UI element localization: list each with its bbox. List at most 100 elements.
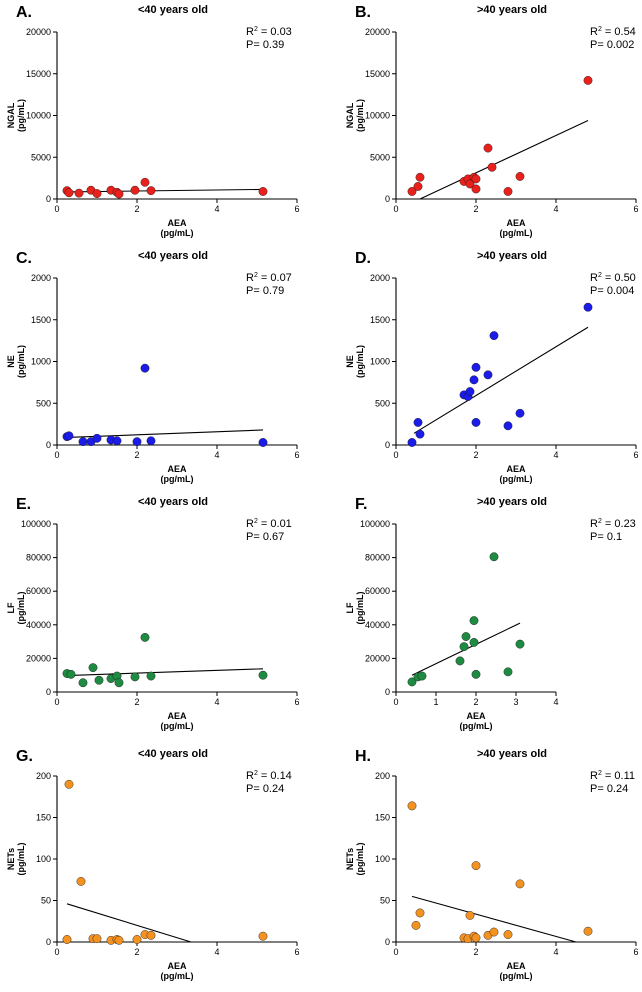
x-tick-label: 0 [54,947,59,957]
y-tick-label: 100 [375,854,390,864]
data-point [465,911,475,920]
x-axis-unit: (pg/mL) [460,721,493,731]
panel-title: >40 years old [477,496,547,508]
y-tick-label: 200 [375,771,390,781]
x-tick-label: 0 [393,947,398,957]
r-squared-stat: R2 = 0.14 [246,770,292,782]
r-squared-stat: R2 = 0.01 [246,518,292,530]
x-axis-label: AEA [506,961,526,971]
y-tick-label: 15000 [26,69,51,79]
y-axis-label: NE [345,355,355,368]
x-tick-label: 2 [134,697,139,707]
data-point [78,678,88,688]
p-value-stat: P= 0.24 [590,783,628,795]
data-point [132,437,142,447]
r-squared-stat: R2 = 0.23 [590,518,636,530]
x-tick-label: 6 [633,204,638,214]
data-point [515,172,525,181]
data-point [92,934,102,944]
x-tick-label: 3 [513,697,518,707]
x-axis-label: AEA [167,711,187,721]
y-tick-label: 5000 [31,152,51,162]
data-point [88,663,98,673]
y-tick-label: 2000 [31,273,51,283]
data-point [92,433,102,443]
panel-title: >40 years old [477,250,547,262]
y-axis-unit: (pg/mL) [355,99,365,132]
p-value-stat: P= 0.002 [590,39,634,51]
x-tick-label: 0 [393,204,398,214]
panel-letter: F. [355,496,367,513]
data-point [146,930,156,940]
p-value-stat: P= 0.004 [590,285,634,297]
data-point [415,429,425,439]
data-point [471,418,481,427]
data-point [469,638,479,647]
x-tick-label: 4 [214,450,219,460]
x-axis-unit: (pg/mL) [161,971,194,981]
regression-line [66,903,192,943]
x-tick-label: 4 [553,204,558,214]
x-tick-label: 2 [473,204,478,214]
x-axis-unit: (pg/mL) [500,971,533,981]
y-axis-unit: (pg/mL) [355,592,365,625]
y-tick-label: 60000 [365,586,390,596]
x-axis-unit: (pg/mL) [161,721,194,731]
data-point [407,677,417,687]
data-point [469,375,479,385]
data-point [415,908,425,918]
x-axis-unit: (pg/mL) [500,474,533,484]
data-point [407,438,417,447]
y-axis-unit: (pg/mL) [16,345,26,378]
data-point [258,670,268,680]
panel-title: <40 years old [138,496,208,508]
y-axis-label: NETs [345,848,355,870]
x-tick-label: 0 [54,204,59,214]
panel-letter: E. [16,496,31,513]
y-tick-label: 20000 [365,27,390,37]
x-tick-label: 2 [134,947,139,957]
p-value-stat: P= 0.39 [246,39,284,51]
x-axis-unit: (pg/mL) [161,228,194,238]
chart-panel-5: E. <40 years old 0 20000 40000 60000 80000 1000… [6,496,300,731]
y-tick-label: 2000 [370,273,390,283]
x-tick-label: 6 [294,204,299,214]
panel-letter: A. [16,4,32,21]
chart-panel-1: A. <40 years old 0 5000 10000 15000 20000 0 2 4 6 A… [6,4,300,238]
regression-line [413,326,589,434]
data-point [583,76,593,85]
regression-line [66,668,264,677]
y-axis-unit: (pg/mL) [355,843,365,876]
panel-letter: D. [355,250,371,267]
data-point [130,672,140,682]
data-point [64,779,74,789]
data-point [146,436,156,446]
x-axis-label: AEA [466,711,486,721]
data-point [114,678,124,688]
y-tick-label: 200 [36,771,51,781]
y-tick-label: 20000 [365,653,390,663]
data-point [94,675,104,685]
y-axis-label: LF [345,602,355,613]
data-point [515,639,525,649]
data-point [503,187,513,196]
y-tick-label: 500 [36,398,51,408]
panel-title: >40 years old [477,4,547,16]
y-tick-label: 10000 [365,111,390,121]
y-axis-unit: (pg/mL) [16,843,26,876]
x-axis-unit: (pg/mL) [500,228,533,238]
data-point [258,438,268,447]
x-tick-label: 4 [214,697,219,707]
data-point [130,185,140,195]
r-squared-stat: R2 = 0.11 [590,770,635,782]
data-point [489,552,499,562]
data-point [74,188,84,198]
x-tick-label: 2 [473,697,478,707]
y-tick-label: 100 [36,854,51,864]
x-tick-label: 6 [294,697,299,707]
data-point [140,633,150,642]
x-tick-label: 6 [294,947,299,957]
data-point [415,172,425,182]
